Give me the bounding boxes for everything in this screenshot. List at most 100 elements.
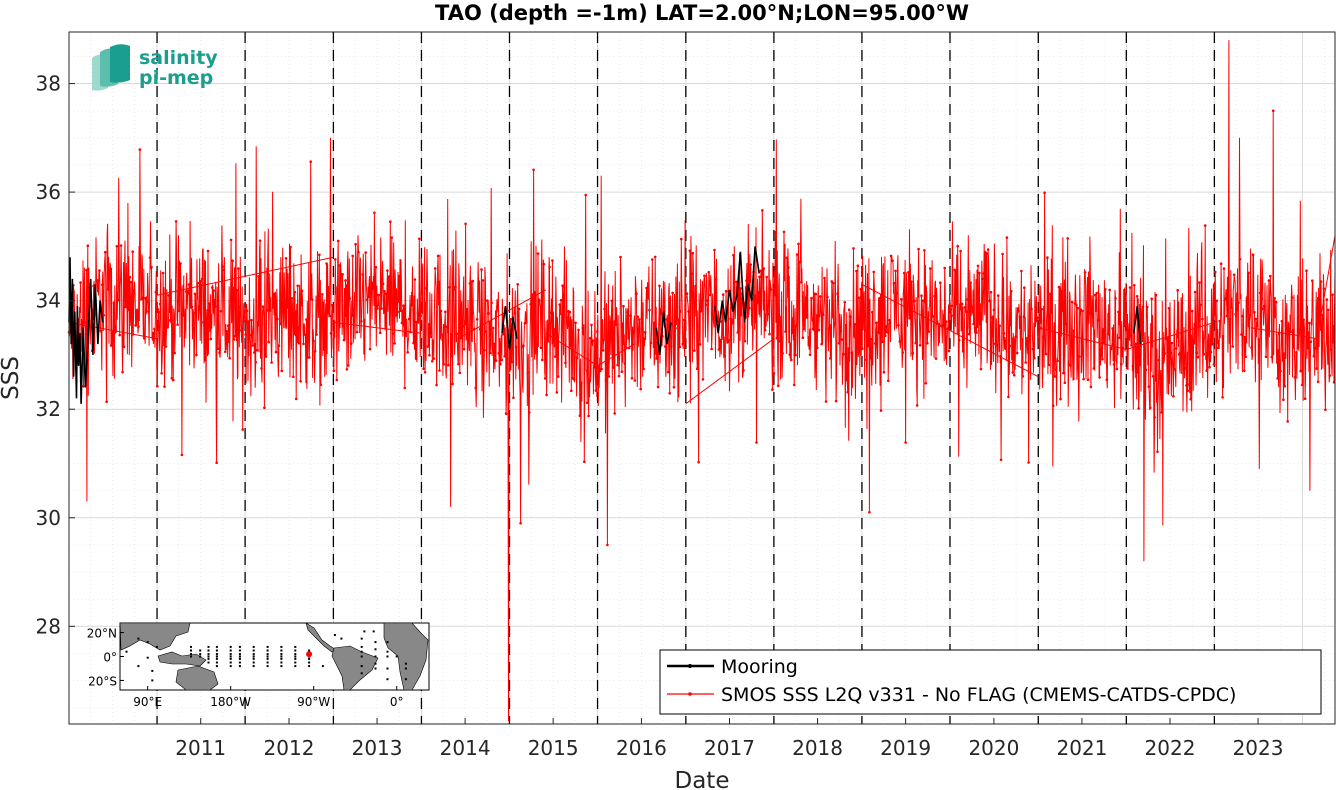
smos-point — [115, 245, 119, 248]
smos-point — [174, 220, 178, 223]
smos-point — [216, 347, 220, 351]
x-tick-label: 2023 — [1233, 736, 1284, 760]
smos-point — [934, 357, 938, 360]
smos-point — [991, 316, 994, 319]
inset-station-dot — [386, 650, 389, 653]
smos-point — [1271, 109, 1275, 112]
smos-point — [103, 250, 107, 254]
smos-point — [208, 302, 211, 305]
smos-point — [1287, 332, 1291, 336]
smos-point — [404, 334, 408, 337]
smos-point — [420, 311, 424, 314]
smos-point — [1232, 273, 1236, 277]
smos-point — [554, 355, 557, 358]
smos-point — [1037, 324, 1041, 328]
smos-point — [187, 283, 191, 286]
smos-point — [378, 331, 382, 335]
smos-point — [1282, 398, 1285, 402]
smos-point — [947, 349, 951, 353]
smos-point — [1186, 389, 1190, 393]
smos-point — [1010, 289, 1013, 293]
inset-station-dot — [266, 645, 269, 648]
smos-point — [619, 255, 622, 259]
smos-point — [1283, 385, 1287, 388]
smos-point — [653, 255, 657, 259]
smos-point — [1125, 366, 1129, 370]
smos-point — [138, 148, 142, 151]
smos-point — [1328, 374, 1331, 377]
smos-point — [1190, 309, 1194, 313]
smos-point — [1250, 346, 1253, 349]
smos-point — [118, 333, 121, 337]
smos-point — [363, 318, 366, 322]
smos-point — [1185, 384, 1188, 387]
smos-point — [1235, 308, 1239, 312]
smos-point — [598, 369, 602, 373]
smos-point — [260, 367, 263, 370]
smos-point — [335, 378, 339, 382]
smos-point — [215, 461, 218, 465]
smos-point — [439, 309, 443, 313]
smos-point — [1151, 375, 1155, 378]
smos-point — [707, 270, 711, 274]
smos-point — [1033, 356, 1036, 360]
inset-station-dot — [266, 661, 269, 664]
smos-point — [924, 382, 928, 385]
smos-point — [442, 363, 446, 366]
mooring-series-segment — [714, 246, 760, 334]
smos-point — [519, 521, 522, 525]
smos-point — [859, 287, 862, 291]
smos-point — [526, 371, 530, 374]
inset-station-dot — [146, 641, 149, 644]
smos-point — [484, 330, 488, 333]
smos-point — [656, 385, 660, 389]
smos-point — [176, 323, 179, 326]
smos-point — [248, 333, 252, 337]
smos-point — [907, 270, 910, 274]
smos-point — [622, 304, 625, 308]
inset-lon-label: 90°W — [297, 695, 330, 709]
smos-point — [955, 302, 958, 306]
smos-point — [1146, 305, 1149, 309]
x-tick-label: 2012 — [264, 736, 315, 760]
smos-point — [499, 362, 502, 366]
smos-point — [448, 285, 452, 289]
inset-station-dot — [238, 645, 241, 648]
smos-point — [158, 302, 162, 306]
smos-point — [129, 280, 133, 284]
smos-point — [276, 317, 279, 321]
smos-point — [776, 384, 780, 388]
smos-point — [510, 360, 514, 364]
smos-point — [1188, 383, 1191, 386]
smos-point — [224, 350, 227, 354]
smos-point — [1161, 361, 1165, 364]
inset-station-dot — [280, 645, 283, 648]
inset-station-dot — [280, 655, 283, 658]
smos-point — [700, 309, 703, 313]
smos-point — [785, 256, 789, 260]
smos-point — [836, 292, 839, 296]
smos-point — [606, 543, 609, 547]
smos-point — [1121, 346, 1124, 350]
smos-point — [666, 370, 670, 374]
smos-point — [855, 269, 858, 273]
smos-point — [1021, 375, 1025, 378]
smos-point — [778, 340, 781, 343]
smos-point — [701, 378, 705, 381]
smos-point — [242, 319, 246, 323]
smos-point — [1299, 369, 1302, 373]
smos-point — [1170, 341, 1174, 345]
smos-point — [593, 366, 596, 369]
smos-point — [241, 428, 244, 431]
inset-station-dot — [238, 653, 241, 656]
inset-station-dot — [374, 648, 377, 651]
smos-point — [433, 267, 437, 270]
inset-land-indonesia — [157, 651, 207, 667]
smos-point — [195, 353, 198, 357]
smos-point — [542, 262, 546, 266]
smos-point — [879, 409, 883, 412]
smos-point — [946, 327, 949, 331]
smos-point — [588, 336, 592, 340]
smos-point — [839, 329, 842, 333]
